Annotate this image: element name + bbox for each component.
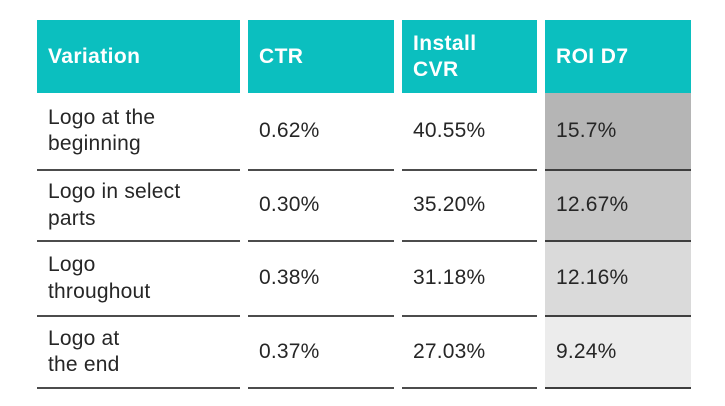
cell-variation: Logo in select parts bbox=[37, 171, 240, 242]
cell-install-cvr: 27.03% bbox=[402, 317, 537, 389]
cell-roi-d7: 9.24% bbox=[545, 317, 691, 389]
cell-ctr: 0.37% bbox=[248, 317, 394, 389]
cell-install-cvr: 35.20% bbox=[402, 171, 537, 242]
ab-test-results-table: Variation CTR Install CVR ROI D7 Logo at… bbox=[37, 20, 691, 389]
cell-roi-d7: 15.7% bbox=[545, 93, 691, 171]
cell-ctr: 0.38% bbox=[248, 242, 394, 317]
column-header-ctr: CTR bbox=[248, 20, 394, 93]
cell-ctr: 0.30% bbox=[248, 171, 394, 242]
cell-install-cvr: 31.18% bbox=[402, 242, 537, 317]
column-header-install-cvr: Install CVR bbox=[402, 20, 537, 93]
cell-variation: Logo throughout bbox=[37, 242, 240, 317]
cell-variation: Logo at the end bbox=[37, 317, 240, 389]
cell-install-cvr: 40.55% bbox=[402, 93, 537, 171]
cell-ctr: 0.62% bbox=[248, 93, 394, 171]
cell-roi-d7: 12.16% bbox=[545, 242, 691, 317]
column-header-variation: Variation bbox=[37, 20, 240, 93]
column-header-roi-d7: ROI D7 bbox=[545, 20, 691, 93]
cell-roi-d7: 12.67% bbox=[545, 171, 691, 242]
cell-variation: Logo at the beginning bbox=[37, 93, 240, 171]
